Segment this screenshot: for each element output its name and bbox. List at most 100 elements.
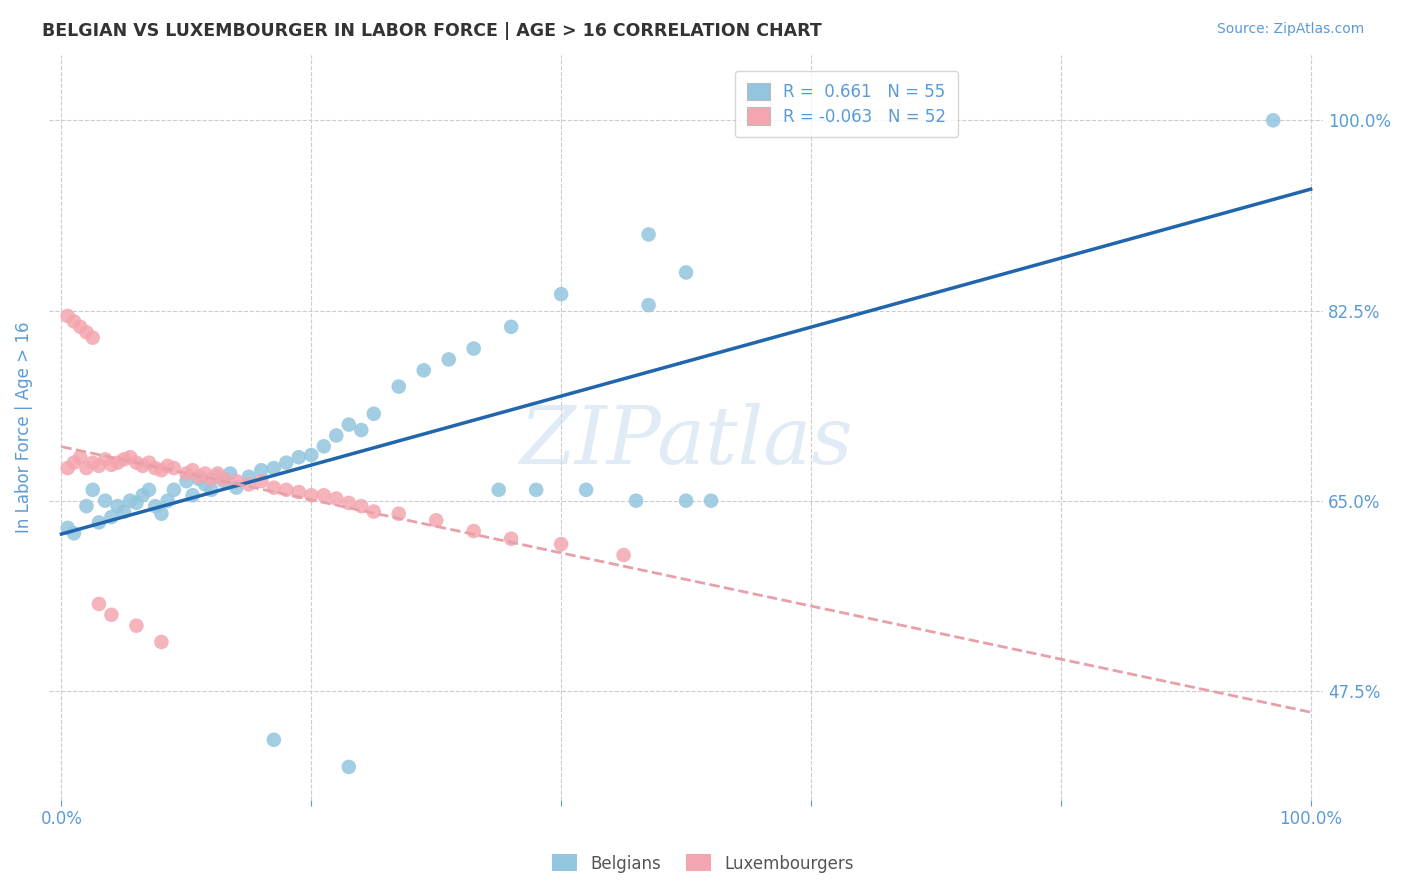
Point — [75, 325, 97, 339]
Point — [700, 493, 723, 508]
Point — [337, 496, 360, 510]
Point — [488, 483, 510, 497]
Point — [56, 461, 79, 475]
Point — [200, 472, 222, 486]
Point — [181, 488, 204, 502]
Point — [425, 513, 447, 527]
Legend: Belgians, Luxembourgers: Belgians, Luxembourgers — [546, 847, 860, 880]
Point — [524, 483, 547, 497]
Point — [131, 458, 153, 473]
Point — [212, 472, 235, 486]
Point — [150, 507, 173, 521]
Point — [437, 352, 460, 367]
Point — [138, 483, 160, 497]
Point — [63, 456, 86, 470]
Text: Source: ZipAtlas.com: Source: ZipAtlas.com — [1216, 22, 1364, 37]
Point — [100, 458, 122, 472]
Point — [207, 467, 229, 481]
Point — [87, 458, 110, 473]
Point — [238, 470, 260, 484]
Point — [94, 493, 117, 508]
Point — [299, 488, 322, 502]
Point — [100, 607, 122, 622]
Point — [337, 760, 360, 774]
Y-axis label: In Labor Force | Age > 16: In Labor Force | Age > 16 — [15, 322, 32, 533]
Point — [288, 450, 311, 465]
Point — [181, 463, 204, 477]
Point — [63, 314, 86, 328]
Point — [675, 493, 697, 508]
Point — [56, 309, 79, 323]
Point — [176, 474, 198, 488]
Point — [63, 526, 86, 541]
Point — [575, 483, 598, 497]
Point — [187, 472, 209, 486]
Point — [75, 461, 97, 475]
Point — [312, 488, 335, 502]
Point — [350, 423, 373, 437]
Point — [100, 510, 122, 524]
Point — [120, 493, 142, 508]
Point — [337, 417, 360, 432]
Point — [1263, 113, 1285, 128]
Point — [550, 287, 572, 301]
Point — [312, 439, 335, 453]
Point — [82, 331, 104, 345]
Point — [363, 407, 385, 421]
Point — [87, 516, 110, 530]
Point — [276, 483, 298, 497]
Point — [288, 485, 311, 500]
Point — [187, 470, 209, 484]
Point — [276, 456, 298, 470]
Point — [412, 363, 434, 377]
Point — [675, 265, 697, 279]
Point — [225, 481, 247, 495]
Point — [263, 481, 285, 495]
Point — [624, 493, 647, 508]
Point — [363, 504, 385, 518]
Point — [212, 474, 235, 488]
Point — [263, 461, 285, 475]
Point — [69, 319, 91, 334]
Point — [143, 461, 166, 475]
Point — [82, 456, 104, 470]
Point — [501, 532, 523, 546]
Point — [463, 524, 485, 538]
Point — [501, 319, 523, 334]
Point — [325, 428, 347, 442]
Point — [163, 483, 186, 497]
Point — [613, 548, 636, 562]
Point — [163, 461, 186, 475]
Point — [637, 227, 659, 242]
Point — [194, 477, 217, 491]
Text: BELGIAN VS LUXEMBOURGER IN LABOR FORCE | AGE > 16 CORRELATION CHART: BELGIAN VS LUXEMBOURGER IN LABOR FORCE |… — [42, 22, 823, 40]
Point — [69, 450, 91, 465]
Point — [125, 456, 148, 470]
Point — [82, 483, 104, 497]
Point — [350, 499, 373, 513]
Point — [250, 463, 273, 477]
Point — [219, 467, 242, 481]
Point — [388, 379, 411, 393]
Text: ZIPatlas: ZIPatlas — [519, 403, 853, 481]
Point — [75, 499, 97, 513]
Point — [200, 483, 222, 497]
Point — [125, 618, 148, 632]
Point — [250, 474, 273, 488]
Point — [112, 452, 135, 467]
Point — [107, 499, 129, 513]
Point — [238, 477, 260, 491]
Point — [156, 458, 179, 473]
Point — [143, 499, 166, 513]
Point — [138, 456, 160, 470]
Point — [150, 463, 173, 477]
Legend: R =  0.661   N = 55, R = -0.063   N = 52: R = 0.661 N = 55, R = -0.063 N = 52 — [735, 71, 957, 137]
Point — [156, 493, 179, 508]
Point — [550, 537, 572, 551]
Point — [225, 474, 247, 488]
Point — [56, 521, 79, 535]
Point — [388, 507, 411, 521]
Point — [637, 298, 659, 312]
Point — [131, 488, 153, 502]
Point — [87, 597, 110, 611]
